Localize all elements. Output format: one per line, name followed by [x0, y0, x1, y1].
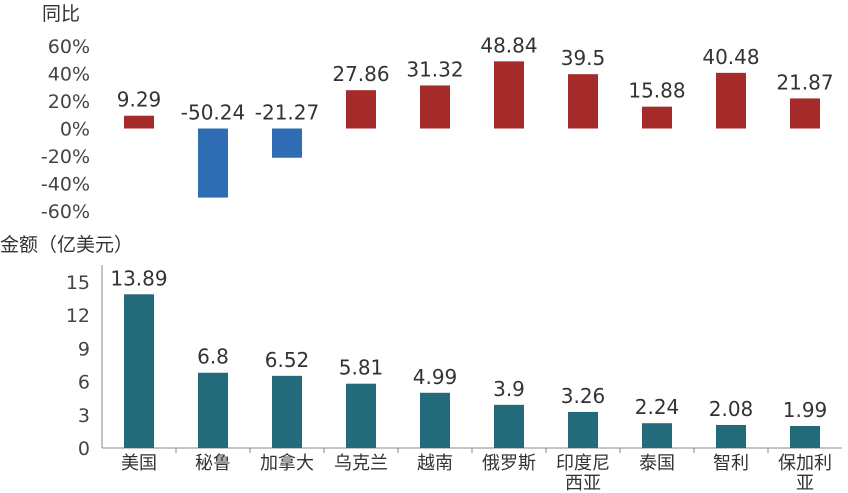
- x-category-label: 美国: [121, 453, 157, 474]
- x-category-label: 加拿大: [260, 452, 314, 474]
- yoy-value-label: 40.48: [702, 45, 759, 69]
- yoy-value-label: 31.32: [406, 57, 463, 81]
- amount-value-label: 1.99: [783, 398, 828, 422]
- yoy-value-label: 9.29: [117, 88, 162, 112]
- yoy-axis-title: 同比: [42, 3, 80, 25]
- amount-value-label: 2.08: [709, 397, 754, 421]
- yoy-value-label: 15.88: [628, 79, 685, 103]
- yoy-bar: [494, 61, 524, 129]
- amount-bar: [716, 424, 746, 448]
- yoy-y-tick-label: -20%: [41, 146, 90, 168]
- yoy-y-tick-label: -40%: [41, 174, 90, 196]
- amount-bars: [124, 294, 820, 448]
- amount-x-tick-marks: [175, 448, 769, 453]
- amount-bar: [346, 383, 376, 448]
- yoy-value-label: 21.87: [776, 70, 833, 94]
- amount-value-label: 2.24: [635, 395, 680, 419]
- x-category-label: 乌克兰: [334, 453, 388, 474]
- x-category-label: 西亚: [565, 473, 601, 493]
- x-category-label: 印度尼: [556, 453, 610, 474]
- amount-value-label: 3.26: [561, 384, 606, 408]
- amount-y-axis: 0 3 6 9 12 15: [66, 272, 90, 460]
- yoy-y-tick-label: 60%: [48, 36, 90, 58]
- yoy-y-tick-label: 40%: [48, 64, 90, 86]
- yoy-chart: 同比 -60% -40% -20% 0% 20% 40% 60% 9.29 -50.24 -21…: [41, 3, 834, 223]
- yoy-bar: [346, 90, 376, 129]
- amount-value-label: 6.52: [265, 348, 310, 372]
- yoy-y-tick-label: -60%: [41, 201, 90, 223]
- amount-value-labels: 13.89 6.8 6.52 5.81 4.99 3.9 3.26 2.24 2.08 1.99: [110, 266, 827, 422]
- yoy-value-label: 39.5: [561, 46, 606, 70]
- x-category-label: 亚: [796, 473, 814, 493]
- yoy-value-labels: 9.29 -50.24 -21.27 27.86 31.32 48.84 39.5 15.88…: [117, 33, 834, 124]
- yoy-value-label: -50.24: [181, 101, 245, 125]
- amount-bar: [568, 411, 598, 448]
- x-category-label: 秘鲁: [195, 453, 231, 474]
- amount-bar: [642, 423, 672, 448]
- amount-value-label: 5.81: [339, 356, 384, 380]
- amount-value-label: 3.9: [493, 377, 525, 401]
- yoy-value-label: -21.27: [255, 101, 319, 125]
- amount-y-tick-label: 9: [78, 338, 90, 360]
- yoy-bar: [568, 74, 598, 129]
- x-category-label: 保加利: [778, 453, 832, 474]
- yoy-y-tick-label: 0%: [60, 119, 90, 141]
- amount-bar: [272, 375, 302, 448]
- x-category-label: 俄罗斯: [482, 453, 536, 474]
- yoy-bar: [790, 98, 820, 129]
- yoy-value-label: 48.84: [480, 33, 537, 57]
- amount-y-tick-label: 3: [78, 405, 90, 427]
- x-category-label: 越南: [417, 453, 453, 474]
- yoy-bar: [642, 106, 672, 129]
- amount-y-tick-label: 6: [78, 372, 90, 394]
- x-category-label: 泰国: [639, 453, 675, 474]
- yoy-y-tick-label: 20%: [48, 91, 90, 113]
- yoy-bar: [420, 85, 450, 129]
- x-category-label: 智利: [713, 453, 749, 474]
- amount-y-tick-label: 15: [66, 272, 90, 294]
- amount-value-label: 4.99: [413, 365, 458, 389]
- yoy-value-label: 27.86: [332, 62, 389, 86]
- amount-bar: [790, 425, 820, 448]
- yoy-bar: [124, 115, 154, 129]
- amount-bar: [420, 392, 450, 448]
- yoy-bar: [272, 128, 302, 158]
- amount-value-label: 13.89: [110, 266, 167, 290]
- amount-axis-title: 金额（亿美元）: [0, 234, 133, 256]
- amount-chart: 金额（亿美元） 0 3 6 9 12 15 13.89 6.8 6.52 5.81 4.99 3.9…: [0, 234, 842, 493]
- amount-bar: [198, 372, 228, 448]
- amount-y-tick-label: 0: [78, 438, 90, 460]
- yoy-bar: [716, 72, 746, 129]
- yoy-bars: [124, 61, 820, 198]
- yoy-bar: [198, 128, 228, 198]
- yoy-y-axis: -60% -40% -20% 0% 20% 40% 60%: [41, 36, 90, 223]
- amount-value-label: 6.8: [197, 345, 229, 369]
- amount-y-tick-label: 12: [66, 305, 90, 327]
- amount-bar: [124, 294, 154, 448]
- amount-bar: [494, 404, 524, 448]
